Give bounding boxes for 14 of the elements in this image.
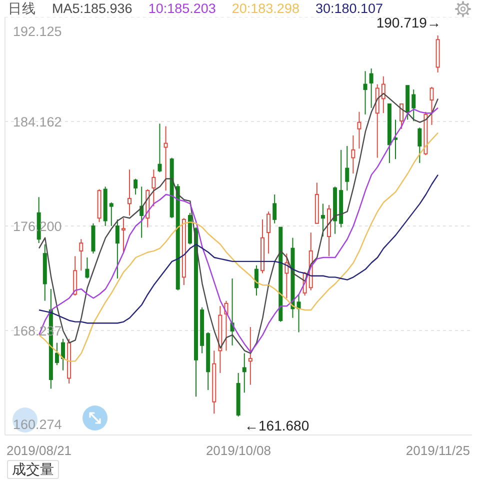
- x-tick-label: 2019/11/25: [406, 442, 470, 458]
- x-tick-label: 2019/08/21: [6, 442, 72, 458]
- text: 成交量: [12, 461, 54, 477]
- x-tick-label: 2019/10/08: [206, 442, 272, 458]
- text: 10:185.203: [148, 1, 216, 16]
- y-tick-label: 192.125: [13, 24, 62, 39]
- annotation: 190.719→: [376, 14, 441, 30]
- text: 30:180.107: [315, 1, 384, 16]
- chart-title: 日线: [8, 0, 36, 16]
- y-tick-label: 160.274: [13, 417, 62, 432]
- annotation: ←161.680: [244, 418, 310, 434]
- text: 20:183.298: [232, 1, 300, 16]
- text: MA5:185.936: [52, 1, 132, 16]
- y-tick-label: 184.162: [13, 114, 62, 130]
